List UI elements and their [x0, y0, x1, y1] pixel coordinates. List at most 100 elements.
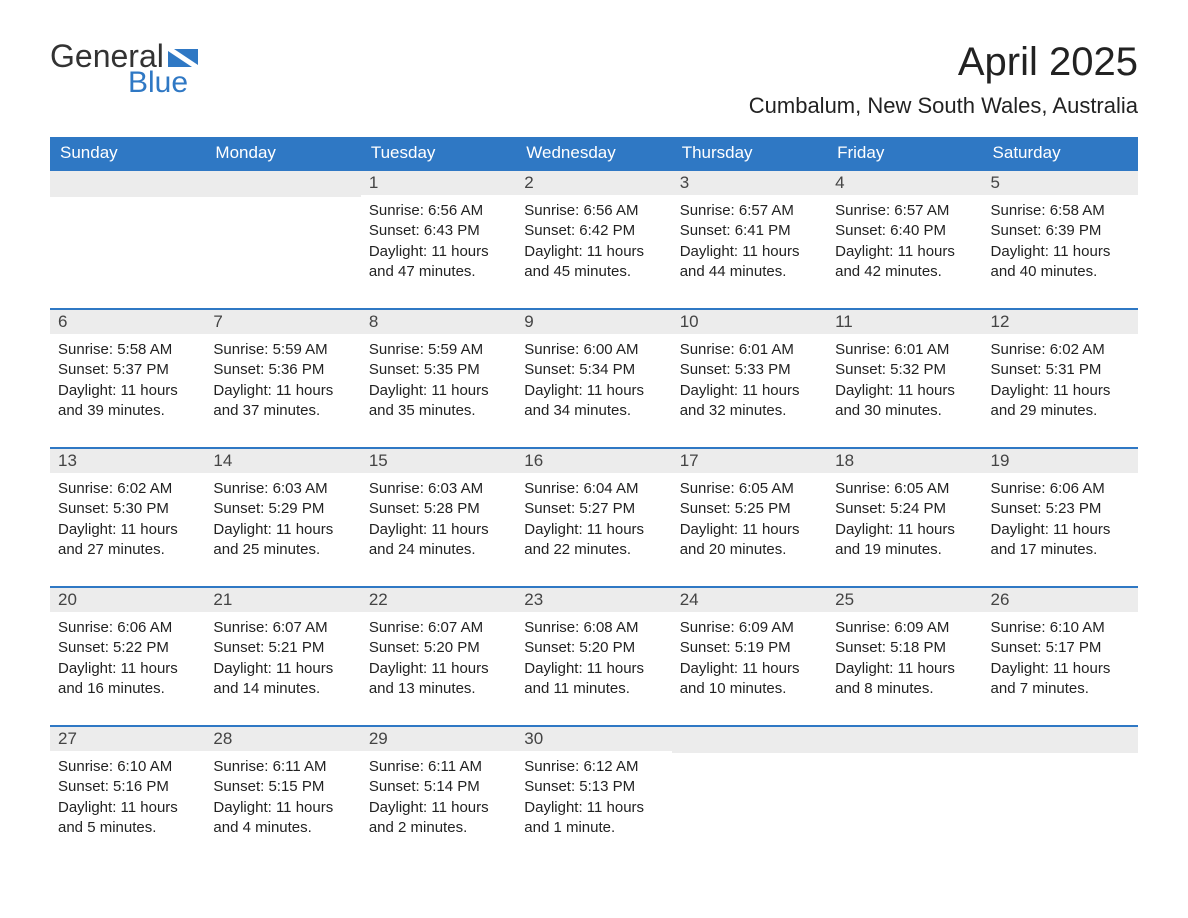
sunset-line: Sunset: 5:28 PM — [369, 499, 508, 519]
sunrise-line: Sunrise: 6:09 AM — [835, 618, 974, 638]
sunset-line: Sunset: 5:20 PM — [369, 638, 508, 658]
day-number: 1 — [361, 169, 516, 195]
daylight-line: Daylight: 11 hours and 24 minutes. — [369, 520, 508, 561]
sunrise-line: Sunrise: 6:09 AM — [680, 618, 819, 638]
daylight-line: Daylight: 11 hours and 16 minutes. — [58, 659, 197, 700]
weekday-header: Monday — [205, 137, 360, 169]
day-number: 4 — [827, 169, 982, 195]
sunrise-line: Sunrise: 6:57 AM — [835, 201, 974, 221]
weekday-header: Thursday — [672, 137, 827, 169]
calendar-cell: 25 Sunrise: 6:09 AMSunset: 5:18 PMDayligh… — [827, 586, 982, 725]
sunrise-line: Sunrise: 5:59 AM — [213, 340, 352, 360]
calendar-cell: 18Sunrise: 6:05 AMSunset: 5:24 PMDayligh… — [827, 447, 982, 586]
day-number: 9 — [516, 308, 671, 334]
day-number: 27 — [50, 725, 205, 751]
day-details: Sunrise: 5:59 AMSunset: 5:36 PMDaylight:… — [205, 334, 360, 447]
day-details: Sunrise: 6:10 AMSunset: 5:16 PMDaylight:… — [50, 751, 205, 864]
calendar-cell: 10Sunrise: 6:01 AMSunset: 5:33 PMDayligh… — [672, 308, 827, 447]
sunrise-line: Sunrise: 6:01 AM — [680, 340, 819, 360]
sunset-line: Sunset: 5:18 PM — [835, 638, 974, 658]
daylight-line: Daylight: 11 hours and 47 minutes. — [369, 242, 508, 283]
daylight-line: Daylight: 11 hours and 30 minutes. — [835, 381, 974, 422]
day-details: Sunrise: 6:03 AMSunset: 5:28 PMDaylight:… — [361, 473, 516, 586]
daylight-line: Daylight: 11 hours and 17 minutes. — [991, 520, 1130, 561]
day-details: Sunrise: 6:07 AMSunset: 5:21 PMDaylight:… — [205, 612, 360, 725]
sunset-line: Sunset: 5:32 PM — [835, 360, 974, 380]
day-details: Sunrise: 6:10 AMSunset: 5:17 PMDaylight:… — [983, 612, 1138, 725]
sunset-line: Sunset: 5:23 PM — [991, 499, 1130, 519]
calendar-cell: 1Sunrise: 6:56 AMSunset: 6:43 PMDaylight… — [361, 169, 516, 308]
sunset-line: Sunset: 5:36 PM — [213, 360, 352, 380]
sunrise-line: Sunrise: 6:08 AM — [524, 618, 663, 638]
day-number: 18 — [827, 447, 982, 473]
calendar-cell: 13Sunrise: 6:02 AMSunset: 5:30 PMDayligh… — [50, 447, 205, 586]
daylight-line: Daylight: 11 hours and 8 minutes. — [835, 659, 974, 700]
page-subtitle: Cumbalum, New South Wales, Australia — [749, 93, 1138, 119]
daylight-line: Daylight: 11 hours and 13 minutes. — [369, 659, 508, 700]
daylight-line: Daylight: 11 hours and 4 minutes. — [213, 798, 352, 839]
sunrise-line: Sunrise: 6:10 AM — [991, 618, 1130, 638]
logo: General Blue — [50, 40, 202, 98]
day-number: 20 — [50, 586, 205, 612]
day-details: Sunrise: 6:01 AMSunset: 5:33 PMDaylight:… — [672, 334, 827, 447]
day-number: 22 — [361, 586, 516, 612]
day-number: 10 — [672, 308, 827, 334]
calendar-cell: 20Sunrise: 6:06 AMSunset: 5:22 PMDayligh… — [50, 586, 205, 725]
calendar-table: SundayMondayTuesdayWednesdayThursdayFrid… — [50, 137, 1138, 864]
day-number: 25 — [827, 586, 982, 612]
daylight-line: Daylight: 11 hours and 40 minutes. — [991, 242, 1130, 283]
day-number: 29 — [361, 725, 516, 751]
day-details: Sunrise: 6:12 AMSunset: 5:13 PMDaylight:… — [516, 751, 671, 864]
day-number: 21 — [205, 586, 360, 612]
sunrise-line: Sunrise: 6:06 AM — [58, 618, 197, 638]
weekday-header: Wednesday — [516, 137, 671, 169]
sunset-line: Sunset: 5:35 PM — [369, 360, 508, 380]
daylight-line: Daylight: 11 hours and 27 minutes. — [58, 520, 197, 561]
daylight-line: Daylight: 11 hours and 37 minutes. — [213, 381, 352, 422]
sunset-line: Sunset: 5:21 PM — [213, 638, 352, 658]
day-number: 8 — [361, 308, 516, 334]
day-details: Sunrise: 6:56 AMSunset: 6:42 PMDaylight:… — [516, 195, 671, 308]
calendar-cell: 23Sunrise: 6:08 AMSunset: 5:20 PMDayligh… — [516, 586, 671, 725]
sunrise-line: Sunrise: 6:01 AM — [835, 340, 974, 360]
daylight-line: Daylight: 11 hours and 22 minutes. — [524, 520, 663, 561]
day-number: 14 — [205, 447, 360, 473]
sunrise-line: Sunrise: 6:04 AM — [524, 479, 663, 499]
day-number: 19 — [983, 447, 1138, 473]
weekday-header: Saturday — [983, 137, 1138, 169]
sunrise-line: Sunrise: 6:07 AM — [213, 618, 352, 638]
daylight-line: Daylight: 11 hours and 1 minute. — [524, 798, 663, 839]
sunrise-line: Sunrise: 6:00 AM — [524, 340, 663, 360]
sunset-line: Sunset: 5:13 PM — [524, 777, 663, 797]
sunset-line: Sunset: 6:40 PM — [835, 221, 974, 241]
daylight-line: Daylight: 11 hours and 32 minutes. — [680, 381, 819, 422]
day-details: Sunrise: 6:04 AMSunset: 5:27 PMDaylight:… — [516, 473, 671, 586]
daylight-line: Daylight: 11 hours and 19 minutes. — [835, 520, 974, 561]
daylight-line: Daylight: 11 hours and 44 minutes. — [680, 242, 819, 283]
calendar-cell: 29Sunrise: 6:11 AMSunset: 5:14 PMDayligh… — [361, 725, 516, 864]
calendar-cell: 5Sunrise: 6:58 AMSunset: 6:39 PMDaylight… — [983, 169, 1138, 308]
day-number: 15 — [361, 447, 516, 473]
sunrise-line: Sunrise: 6:12 AM — [524, 757, 663, 777]
day-details: Sunrise: 6:02 AMSunset: 5:31 PMDaylight:… — [983, 334, 1138, 447]
calendar-cell: 14Sunrise: 6:03 AMSunset: 5:29 PMDayligh… — [205, 447, 360, 586]
sunset-line: Sunset: 5:33 PM — [680, 360, 819, 380]
day-number: 17 — [672, 447, 827, 473]
day-details: Sunrise: 6:06 AMSunset: 5:22 PMDaylight:… — [50, 612, 205, 725]
sunset-line: Sunset: 5:27 PM — [524, 499, 663, 519]
day-details: Sunrise: 6:58 AMSunset: 6:39 PMDaylight:… — [983, 195, 1138, 308]
daylight-line: Daylight: 11 hours and 11 minutes. — [524, 659, 663, 700]
calendar-cell: 27Sunrise: 6:10 AMSunset: 5:16 PMDayligh… — [50, 725, 205, 864]
calendar-cell: 16Sunrise: 6:04 AMSunset: 5:27 PMDayligh… — [516, 447, 671, 586]
calendar-cell — [205, 169, 360, 308]
day-number: 28 — [205, 725, 360, 751]
day-details: Sunrise: 5:59 AMSunset: 5:35 PMDaylight:… — [361, 334, 516, 447]
calendar-cell: 21Sunrise: 6:07 AMSunset: 5:21 PMDayligh… — [205, 586, 360, 725]
day-details: Sunrise: 6:07 AMSunset: 5:20 PMDaylight:… — [361, 612, 516, 725]
daylight-line: Daylight: 11 hours and 14 minutes. — [213, 659, 352, 700]
day-details: Sunrise: 6:03 AMSunset: 5:29 PMDaylight:… — [205, 473, 360, 586]
sunrise-line: Sunrise: 6:57 AM — [680, 201, 819, 221]
sunrise-line: Sunrise: 5:59 AM — [369, 340, 508, 360]
calendar-cell: 2Sunrise: 6:56 AMSunset: 6:42 PMDaylight… — [516, 169, 671, 308]
day-details: Sunrise: 6:09 AMSunset: 5:19 PMDaylight:… — [672, 612, 827, 725]
